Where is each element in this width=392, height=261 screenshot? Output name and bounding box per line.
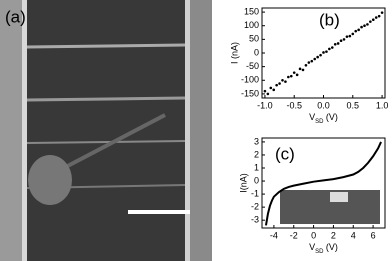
y-tick-label: -100 [241, 75, 259, 85]
point [360, 25, 363, 29]
point [319, 53, 322, 57]
point [292, 71, 296, 74]
point [363, 24, 366, 28]
x-tick-label: 1.0 [376, 100, 389, 110]
point [307, 61, 311, 64]
point [374, 16, 378, 19]
point [310, 59, 314, 63]
point [328, 47, 331, 51]
y-tick-label: -1 [251, 188, 259, 198]
point [272, 88, 276, 92]
y-tick-label: 1 [254, 162, 259, 172]
point [330, 46, 334, 49]
y-axis-label: I (nA) [229, 42, 239, 64]
y-tick-label: -50 [246, 61, 259, 71]
sem-image: (a) [0, 0, 212, 261]
x-tick-label: -1.0 [257, 100, 273, 110]
point [336, 42, 340, 45]
point [287, 75, 290, 79]
x-label-unit: (V) [323, 242, 338, 252]
panel-label: (c) [275, 144, 295, 163]
point [266, 92, 270, 96]
point [304, 63, 308, 67]
point [263, 89, 267, 93]
point [369, 20, 372, 23]
x-label-unit: (V) [323, 112, 338, 122]
x-tick-label: 2 [331, 230, 336, 240]
curve [264, 141, 382, 226]
point [377, 14, 381, 18]
point [342, 38, 346, 41]
y-tick-label: 50 [249, 34, 259, 44]
point [351, 32, 355, 36]
y-tick-label: 100 [244, 20, 259, 30]
x-tick-label: 0.0 [317, 100, 330, 110]
x-tick-label: -2 [290, 230, 298, 240]
point [301, 68, 305, 72]
point [348, 34, 352, 38]
point [278, 82, 281, 85]
point [316, 55, 319, 59]
x-tick-label: 4 [351, 230, 356, 240]
point [295, 73, 299, 77]
axes-box [261, 137, 386, 229]
point [275, 83, 278, 87]
panel-label: (b) [319, 10, 340, 29]
point [357, 28, 360, 32]
point [289, 74, 293, 78]
x-tick-label: 0 [311, 230, 316, 240]
point [339, 39, 343, 43]
x-tick-label: -0.5 [286, 100, 302, 110]
point [322, 51, 325, 54]
x-label-sub: SD [315, 119, 324, 125]
y-axis-label: I(nA) [238, 173, 248, 193]
point [284, 80, 287, 83]
point [281, 78, 284, 82]
x-axis-label: VSD (V) [309, 112, 338, 124]
y-tick-label: -3 [251, 215, 259, 225]
point [380, 11, 384, 14]
x-label-sub: SD [315, 249, 324, 255]
x-label-main: V [309, 242, 315, 252]
x-tick-label: 0.5 [347, 100, 360, 110]
point [366, 23, 369, 26]
point [333, 42, 337, 46]
point [345, 35, 349, 38]
y-tick-label: 3 [254, 136, 259, 146]
point [313, 57, 317, 61]
point [371, 18, 375, 22]
point [269, 86, 273, 90]
y-tick-label: 0 [254, 47, 259, 57]
y-tick-label: -150 [241, 88, 259, 98]
y-tick-label: 2 [254, 149, 259, 159]
x-tick-label: 6 [371, 230, 376, 240]
x-label-main: V [309, 112, 315, 122]
x-axis-label: VSD (V) [309, 242, 338, 254]
panel-label: (a) [5, 7, 26, 26]
y-tick-label: 150 [244, 6, 259, 16]
x-tick-label: -4 [270, 230, 278, 240]
y-tick-label: -2 [251, 202, 259, 212]
scale-bar [128, 210, 190, 214]
y-tick-label: 0 [254, 175, 259, 185]
point [354, 29, 358, 33]
point [298, 67, 302, 71]
point [325, 50, 328, 53]
